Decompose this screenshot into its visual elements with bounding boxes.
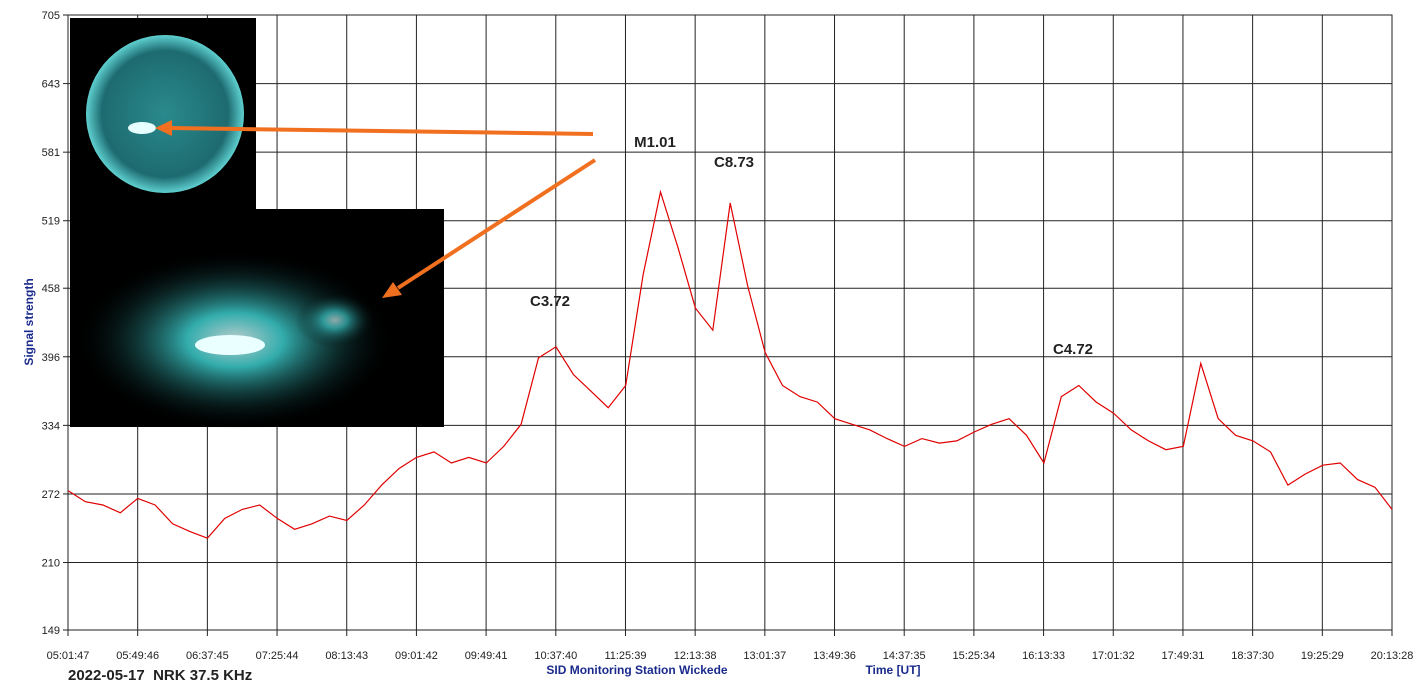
- x-tick-label: 09:01:42: [395, 650, 438, 662]
- x-tick-label: 05:01:47: [47, 650, 90, 662]
- x-tick-label: 17:01:32: [1092, 650, 1135, 662]
- flare-annotation: C8.73: [714, 154, 754, 171]
- x-tick-label: 15:25:34: [952, 650, 995, 662]
- y-tick-label: 519: [42, 216, 60, 228]
- y-tick-label: 149: [42, 625, 60, 637]
- x-tick-label: 11:25:39: [604, 650, 646, 662]
- x-tick-label: 18:37:30: [1231, 650, 1274, 662]
- x-tick-label: 12:13:38: [674, 650, 717, 662]
- x-tick-label: 08:13:43: [325, 650, 368, 662]
- flare-annotation: C4.72: [1053, 341, 1093, 358]
- chart-subtitle: SID Monitoring Station Wickede: [546, 663, 728, 677]
- y-tick-label: 334: [42, 420, 60, 432]
- x-tick-label: 07:25:44: [256, 650, 299, 662]
- flare-annotation: M1.01: [634, 134, 676, 151]
- x-tick-label: 09:49:41: [465, 650, 508, 662]
- x-tick-label: 13:49:36: [813, 650, 856, 662]
- x-tick-label: 05:49:46: [116, 650, 159, 662]
- y-tick-label: 396: [42, 352, 60, 364]
- solar-images: [70, 18, 444, 430]
- y-tick-label: 581: [42, 147, 60, 159]
- x-tick-label: 10:37:40: [534, 650, 577, 662]
- arrows: [155, 120, 597, 298]
- chart-title: 2022-05-17 NRK 37.5 KHz: [68, 667, 252, 684]
- y-tick-label: 705: [42, 10, 60, 22]
- x-tick-label: 17:49:31: [1162, 650, 1205, 662]
- x-tick-label: 06:37:45: [186, 650, 229, 662]
- signal-line: [67, 189, 1393, 539]
- x-tick-label: 20:13:28: [1371, 650, 1414, 662]
- y-tick-label: 458: [42, 283, 60, 295]
- y-axis-label: Signal strength: [22, 278, 36, 365]
- x-tick-label: 13:01:37: [743, 650, 786, 662]
- x-tick-label: 19:25:29: [1301, 650, 1344, 662]
- x-axis-label: Time [UT]: [865, 663, 920, 677]
- x-tick-label: 16:13:33: [1022, 650, 1065, 662]
- x-tick-label: 14:37:35: [883, 650, 926, 662]
- y-tick-label: 210: [42, 558, 60, 570]
- flare-annotation: C3.72: [530, 293, 570, 310]
- y-tick-label: 643: [42, 79, 60, 91]
- y-tick-label: 272: [42, 489, 60, 501]
